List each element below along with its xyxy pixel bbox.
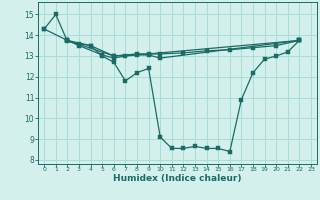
X-axis label: Humidex (Indice chaleur): Humidex (Indice chaleur): [113, 174, 242, 183]
